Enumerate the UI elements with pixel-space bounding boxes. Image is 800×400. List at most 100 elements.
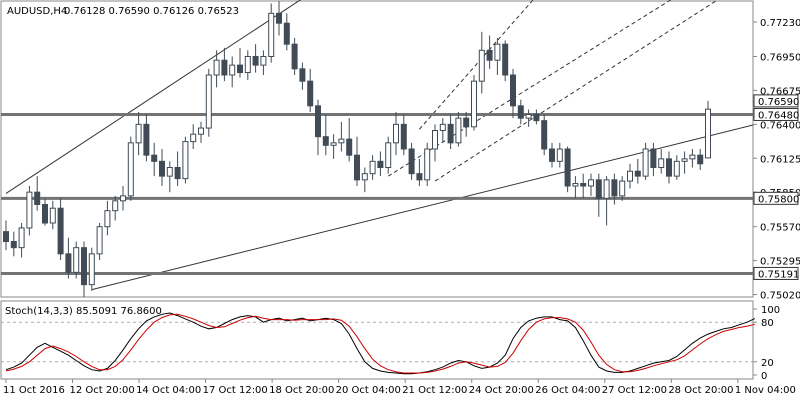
candle-body — [260, 56, 267, 66]
stochastic-pane[interactable] — [0, 300, 754, 380]
time-tick-label: 28 Oct 20:00 — [668, 385, 733, 396]
time-tick-label: 18 Oct 20:00 — [269, 385, 334, 396]
candle-body — [502, 43, 509, 76]
candle — [120, 186, 126, 211]
stochastic-tick-label: 80 — [761, 318, 774, 329]
candle — [315, 99, 321, 156]
candle-body — [697, 154, 704, 165]
candle — [377, 151, 384, 177]
candle — [666, 151, 672, 184]
candle-body — [299, 68, 306, 82]
candle — [143, 114, 150, 162]
candle-body — [57, 207, 64, 255]
candle-body — [455, 117, 462, 144]
candle-body — [174, 167, 181, 180]
candle — [346, 118, 353, 162]
candle-body — [549, 148, 555, 162]
candle — [49, 200, 56, 230]
candle-body — [595, 179, 602, 199]
candle — [42, 198, 48, 226]
time-tick-label: 14 Oct 04:00 — [136, 385, 201, 396]
time-tick-label: 27 Oct 12:00 — [602, 385, 667, 396]
candle-body — [494, 43, 501, 61]
price-tick-label: 0.75570 — [760, 223, 800, 234]
candle — [322, 114, 329, 156]
horizontal-levels-layer — [1, 112, 753, 275]
candle — [595, 173, 602, 217]
candle-body — [338, 138, 345, 144]
trendline-5 — [419, 0, 534, 130]
candle-body — [525, 113, 532, 119]
candle-body — [34, 191, 41, 206]
candle-body — [681, 158, 688, 162]
time-tick-label: 24 Oct 20:00 — [469, 385, 534, 396]
stochastic-indicator-label: Stoch(14,3,3) 85.5091 76.8600 — [5, 306, 162, 317]
price-tick-label: 0.76675 — [760, 86, 800, 97]
candle-body — [447, 123, 454, 144]
candle — [588, 173, 594, 196]
candle — [276, 1, 282, 36]
price-pane[interactable] — [0, 0, 754, 298]
candle — [338, 121, 345, 152]
candle — [18, 223, 25, 258]
candle-body — [73, 247, 80, 273]
level-label-box — [753, 266, 799, 280]
candle-body — [517, 105, 524, 119]
candle-body — [556, 148, 563, 162]
price-tick-label: 0.76950 — [760, 53, 800, 64]
level-label: 0.76480 — [758, 110, 799, 121]
candle — [642, 142, 649, 180]
candle-body — [354, 154, 360, 181]
candle-body — [198, 127, 204, 135]
level-label: 0.75800 — [758, 194, 799, 205]
candle — [627, 163, 633, 189]
candle — [354, 136, 360, 186]
candle — [541, 114, 548, 156]
candle-body — [190, 133, 197, 143]
candle-body — [432, 130, 438, 150]
candle — [510, 68, 516, 119]
candle — [697, 149, 704, 170]
candle-body — [705, 108, 711, 159]
candle — [463, 112, 470, 137]
price-axis: 0.77230 0.76950 0.76675 0.76400 0.76125 0.758… — [753, 18, 800, 302]
candle-body — [416, 173, 423, 181]
candle — [478, 31, 485, 94]
candle-body — [65, 253, 72, 273]
candle-body — [120, 195, 126, 202]
candle-body — [237, 64, 243, 74]
price-tick-label: 0.76400 — [760, 120, 800, 131]
candle — [705, 100, 711, 159]
candle-body — [471, 80, 477, 128]
candle — [556, 142, 563, 168]
candle — [432, 124, 438, 162]
candle — [221, 47, 228, 82]
candle-body — [400, 123, 407, 150]
candle-body — [307, 80, 314, 107]
price-marker-box — [753, 94, 799, 108]
candle — [369, 155, 376, 180]
candle — [159, 149, 165, 186]
candle-body — [112, 200, 119, 212]
candle — [57, 198, 64, 260]
candle-body — [463, 117, 470, 128]
candle — [205, 68, 212, 137]
price-marker-label: 0.76590 — [758, 97, 799, 108]
candle — [213, 50, 220, 88]
trendline-1 — [5, 0, 302, 194]
candle — [525, 109, 532, 127]
price-tick-label: 0.75295 — [760, 257, 800, 268]
candle-body — [104, 210, 111, 228]
candle — [307, 68, 314, 112]
candle-body — [135, 123, 142, 144]
candle-body — [10, 241, 17, 249]
price-tick-label: 0.75020 — [760, 291, 800, 302]
candle — [634, 158, 641, 184]
candle — [361, 167, 368, 193]
candles-layer — [3, 1, 711, 297]
level-label-box — [753, 107, 799, 121]
candle — [244, 50, 251, 80]
price-tick-label: 0.76125 — [760, 154, 800, 165]
candle — [673, 155, 680, 180]
